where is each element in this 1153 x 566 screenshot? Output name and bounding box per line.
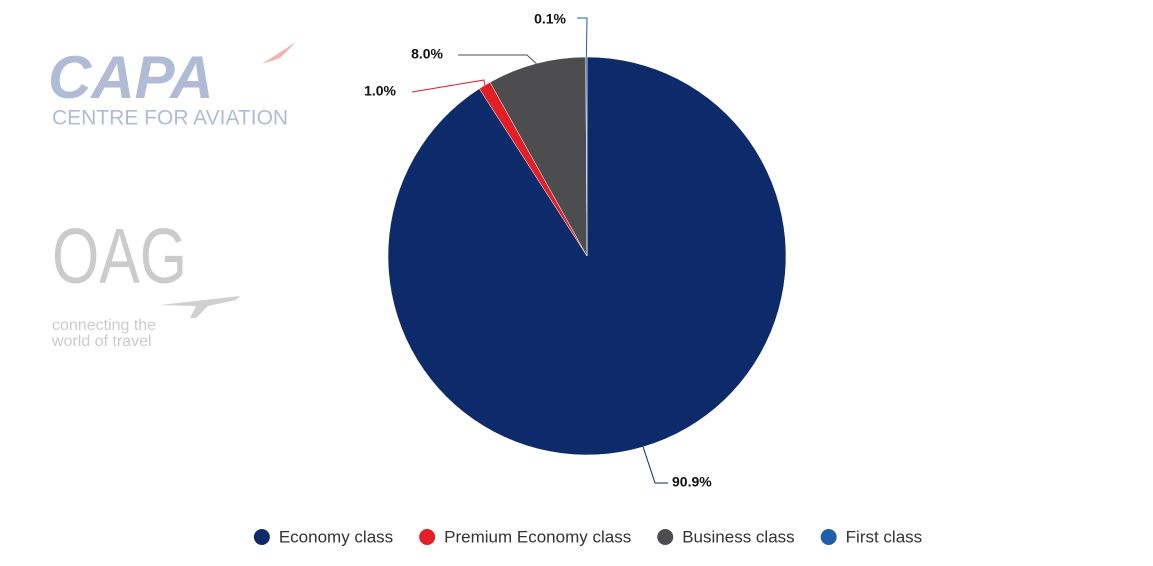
pie-slice (489, 56, 588, 257)
legend-marker (419, 529, 436, 545)
value-label: 8.0% (411, 46, 443, 62)
leader-line (411, 79, 486, 93)
legend-label: First class (846, 527, 923, 546)
logo-text: CAPA (48, 44, 214, 111)
logo-text: connecting the (52, 317, 156, 334)
logo-mark (262, 42, 296, 64)
capa-logo: CAPA CENTRE FOR AVIATION (48, 42, 296, 130)
legend-label: Premium Economy class (444, 527, 631, 546)
logo-mark (160, 296, 240, 318)
value-label: 0.1% (534, 11, 566, 27)
legend-label: Business class (682, 527, 794, 546)
logo-text: world of travel (51, 333, 152, 350)
legend-marker (253, 529, 270, 545)
legend-marker (657, 529, 674, 545)
logo-text: CENTRE FOR AVIATION (52, 107, 288, 130)
logo-text: OAG (52, 212, 187, 300)
leader-line (577, 17, 588, 58)
value-label: 90.9% (672, 474, 712, 490)
legend-label: Economy class (279, 527, 393, 546)
leader-line (458, 54, 537, 64)
value-label: 1.0% (364, 83, 396, 99)
leader-line (642, 446, 668, 484)
oag-logo: OAG connecting the world of travel (51, 212, 240, 350)
legend-marker (820, 529, 837, 545)
